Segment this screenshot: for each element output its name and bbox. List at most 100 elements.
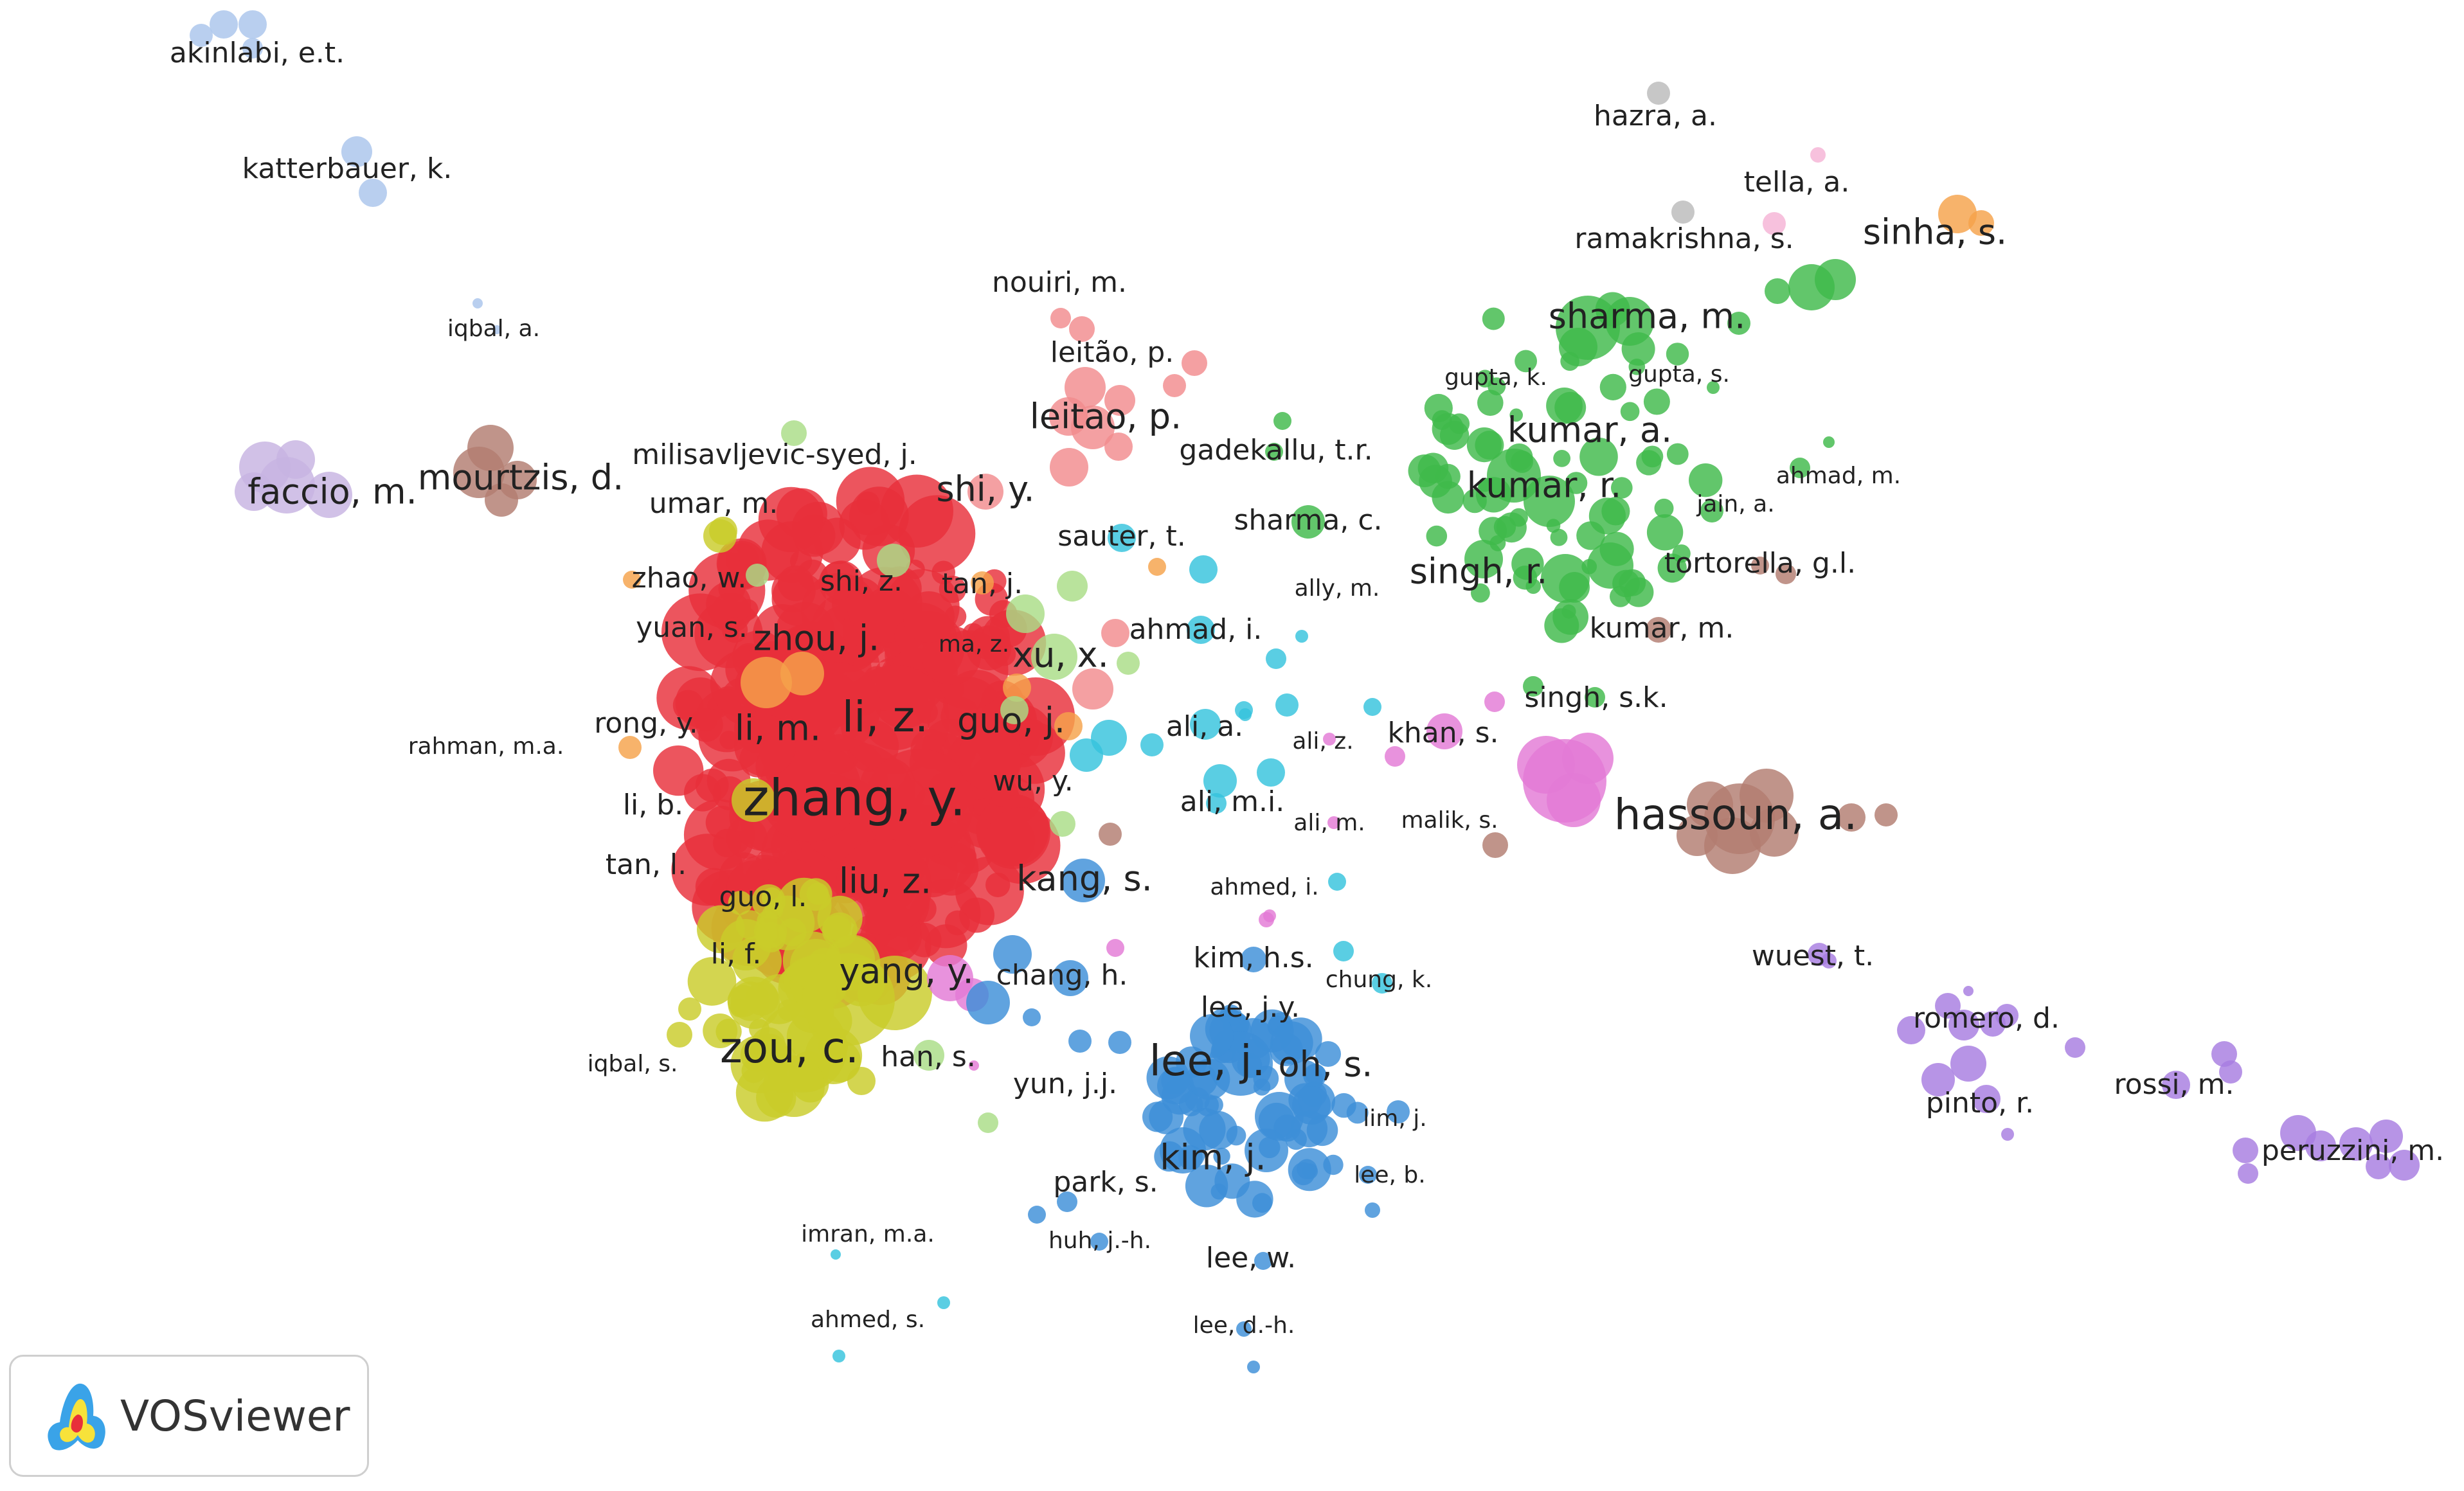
author-node-blue[interactable]: [1052, 960, 1088, 996]
author-node-lightblue[interactable]: [210, 10, 238, 39]
author-node-pink[interactable]: [1259, 912, 1274, 927]
author-node-blue[interactable]: [1292, 1086, 1331, 1125]
author-node-pink[interactable]: [1547, 773, 1601, 827]
author-node-orange[interactable]: [741, 657, 792, 708]
author-label[interactable]: ahmed, i.: [1210, 874, 1318, 900]
author-node-pink[interactable]: [1106, 939, 1124, 957]
author-label[interactable]: li, m.: [735, 708, 821, 749]
author-label[interactable]: khan, s.: [1387, 717, 1498, 749]
author-node-salmon[interactable]: [1182, 350, 1207, 376]
author-node-purple[interactable]: [2162, 1071, 2190, 1099]
author-node-pink[interactable]: [1484, 692, 1505, 712]
author-node-green[interactable]: [1576, 521, 1605, 550]
author-node-blue[interactable]: [1270, 1021, 1313, 1064]
author-node-purple[interactable]: [1948, 1010, 1979, 1040]
author-node-green[interactable]: [1541, 554, 1590, 603]
author-node-green[interactable]: [1601, 497, 1630, 526]
author-node-green[interactable]: [1471, 583, 1490, 603]
author-node-lightblue[interactable]: [341, 136, 372, 167]
author-node-cyan[interactable]: [1190, 709, 1221, 740]
author-node-lightgreen[interactable]: [1006, 594, 1045, 633]
author-node-salmon[interactable]: [1071, 406, 1115, 449]
author-node-green[interactable]: [1666, 443, 1689, 465]
author-node-orange[interactable]: [971, 571, 994, 594]
author-node-green[interactable]: [1448, 413, 1470, 434]
author-label[interactable]: han, s.: [881, 1040, 976, 1073]
author-node-yellow[interactable]: [720, 919, 771, 970]
author-node-green[interactable]: [1727, 312, 1750, 335]
author-node-lightblue[interactable]: [359, 179, 387, 207]
author-node-green[interactable]: [1689, 463, 1723, 497]
author-label[interactable]: gupta, s.: [1628, 361, 1730, 388]
author-node-green[interactable]: [1599, 373, 1626, 401]
author-label[interactable]: ma, z.: [939, 631, 1009, 657]
author-label[interactable]: gupta, k.: [1444, 364, 1547, 391]
author-node-blue[interactable]: [1291, 1162, 1315, 1186]
author-node-yellow[interactable]: [847, 1067, 876, 1095]
author-label[interactable]: zhou, j.: [753, 618, 879, 659]
author-label[interactable]: rahman, m.a.: [408, 733, 564, 760]
author-label[interactable]: singh, s.k.: [1524, 681, 1668, 714]
author-node-gray[interactable]: [1647, 82, 1670, 105]
author-node-blue[interactable]: [1090, 1233, 1108, 1251]
author-label[interactable]: leitao, p.: [1030, 397, 1182, 437]
author-node-yellow[interactable]: [858, 956, 932, 1030]
author-node-blue[interactable]: [1226, 1125, 1246, 1146]
author-node-brown[interactable]: [1677, 815, 1718, 856]
author-node-yellow[interactable]: [709, 517, 737, 545]
author-label[interactable]: jain, a.: [1696, 491, 1774, 517]
author-node-cyan[interactable]: [1295, 630, 1308, 643]
author-node-green[interactable]: [1765, 278, 1790, 304]
author-node-red[interactable]: [695, 868, 733, 906]
author-node-green[interactable]: [1605, 297, 1654, 346]
author-node-green[interactable]: [1265, 443, 1283, 461]
author-node-blue[interactable]: [1359, 1166, 1377, 1184]
author-node-red[interactable]: [865, 749, 974, 858]
author-label[interactable]: zou, c.: [720, 1023, 859, 1073]
author-label[interactable]: li, z.: [842, 692, 928, 742]
author-node-purple[interactable]: [1821, 953, 1837, 969]
author-node-cyan[interactable]: [1189, 555, 1218, 584]
author-label[interactable]: tella, a.: [1744, 166, 1850, 199]
author-node-blue[interactable]: [1068, 1030, 1092, 1053]
author-node-lightgreen[interactable]: [877, 544, 910, 577]
author-node-green[interactable]: [1788, 264, 1835, 310]
author-node-green[interactable]: [1624, 577, 1654, 607]
author-label[interactable]: malik, s.: [1401, 807, 1498, 834]
author-node-pink[interactable]: [1426, 713, 1462, 749]
author-node-yellow[interactable]: [703, 1013, 738, 1048]
author-node-brown[interactable]: [1751, 557, 1769, 575]
author-node-yellow[interactable]: [728, 891, 753, 915]
author-label[interactable]: sharma, c.: [1234, 504, 1382, 537]
author-node-purple[interactable]: [2339, 1127, 2373, 1161]
author-label[interactable]: ali, a.: [1166, 710, 1243, 743]
author-node-blue[interactable]: [1255, 1092, 1304, 1141]
author-node-purple[interactable]: [2366, 1154, 2391, 1179]
author-node-pink[interactable]: [1385, 746, 1405, 767]
author-node-green[interactable]: [1646, 514, 1684, 551]
author-node-red[interactable]: [713, 828, 742, 858]
author-node-purple[interactable]: [1921, 1063, 1955, 1096]
author-node-pink[interactable]: [969, 1060, 979, 1071]
author-node-red[interactable]: [706, 582, 751, 627]
author-node-purple[interactable]: [2233, 1138, 2258, 1163]
author-node-cyan[interactable]: [1363, 698, 1381, 716]
author-label[interactable]: shi, y.: [936, 469, 1034, 510]
author-node-green[interactable]: [1553, 450, 1571, 467]
author-node-lightgreen[interactable]: [1050, 811, 1075, 837]
author-label[interactable]: wu, y.: [993, 765, 1074, 798]
author-node-green[interactable]: [1657, 553, 1687, 583]
author-node-blue[interactable]: [1028, 1206, 1046, 1224]
author-node-blue[interactable]: [1241, 947, 1266, 972]
author-node-red[interactable]: [652, 745, 704, 796]
author-node-green[interactable]: [1641, 445, 1664, 468]
author-label[interactable]: ali, m.i.: [1180, 785, 1284, 818]
author-label[interactable]: kang, s.: [1016, 859, 1153, 899]
author-node-cyan[interactable]: [1328, 873, 1346, 891]
author-label[interactable]: kumar, a.: [1507, 410, 1672, 451]
author-node-orange[interactable]: [623, 571, 641, 589]
author-label[interactable]: kumar, m.: [1590, 612, 1734, 645]
author-label[interactable]: rossi, m.: [2114, 1068, 2235, 1101]
author-label[interactable]: kumar, r.: [1467, 465, 1621, 506]
author-node-cyan[interactable]: [1257, 758, 1285, 787]
